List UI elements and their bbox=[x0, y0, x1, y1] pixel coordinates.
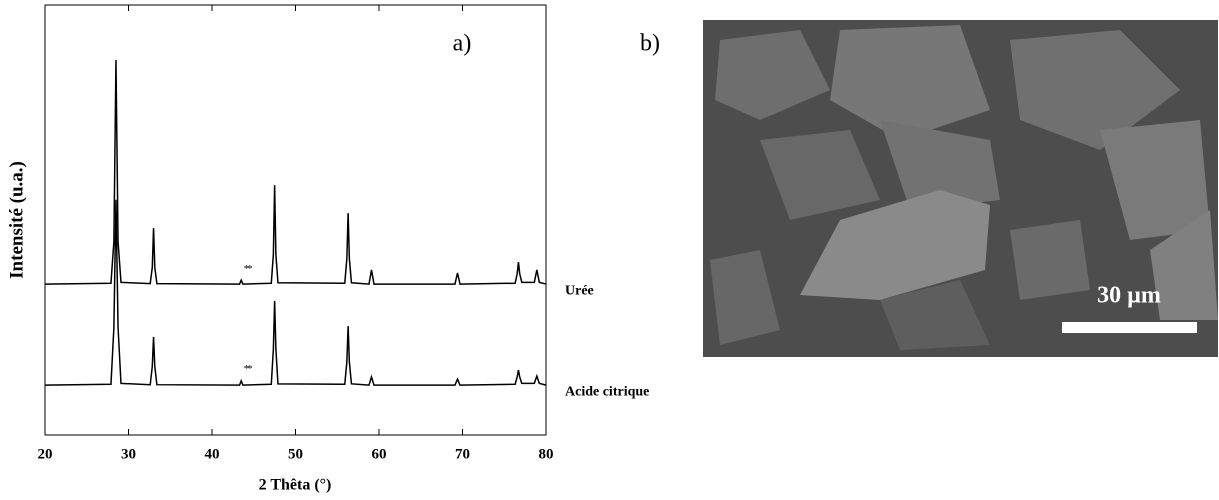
x-tick-label: 30 bbox=[121, 446, 136, 462]
panel-label: b) bbox=[640, 31, 660, 57]
x-axis-label: 2 Thêta (°) bbox=[259, 477, 332, 494]
x-tick-label: 50 bbox=[288, 446, 303, 462]
panel-label: a) bbox=[453, 31, 472, 57]
series-line bbox=[44, 60, 547, 285]
annotation: ** bbox=[244, 363, 253, 375]
y-axis-label: Intensité (u.a.) bbox=[6, 161, 27, 279]
series-line bbox=[44, 199, 547, 386]
sem-image: 30 µm bbox=[703, 20, 1218, 357]
annotation: ** bbox=[244, 263, 253, 275]
scale-bar-label: 30 µm bbox=[1097, 283, 1161, 309]
x-tick-label: 80 bbox=[539, 446, 554, 462]
series-label: Acide citrique bbox=[565, 384, 649, 399]
x-tick-label: 20 bbox=[38, 446, 53, 462]
x-tick-label: 40 bbox=[205, 446, 220, 462]
x-tick-label: 60 bbox=[372, 446, 387, 462]
series-label: Urée bbox=[565, 283, 594, 298]
x-tick-label: 70 bbox=[455, 446, 470, 462]
